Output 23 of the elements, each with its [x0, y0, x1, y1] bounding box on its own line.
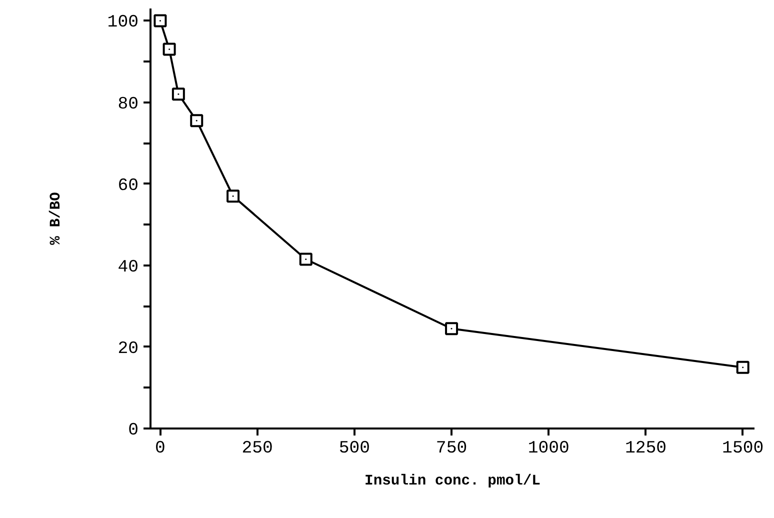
y-tick-label: 40 — [118, 258, 139, 278]
y-tick-label: 20 — [118, 340, 139, 359]
x-tick-label: 1500 — [722, 440, 764, 458]
y-tick-label: 60 — [118, 176, 139, 196]
y-axis-title: % B/BO — [48, 192, 64, 245]
y-tick-label: 80 — [118, 95, 139, 114]
y-tick-label: 0 — [128, 422, 139, 440]
point — [172, 88, 185, 101]
x-axis-title: Insulin conc. pmol/L — [364, 474, 541, 490]
x-tick-label: 1000 — [528, 440, 570, 458]
point — [226, 190, 240, 203]
point — [736, 360, 750, 374]
x-tick-label: 250 — [242, 440, 273, 458]
point — [154, 14, 167, 28]
y-tick-label: 100 — [107, 14, 139, 33]
x-tick-label: 750 — [436, 440, 468, 458]
x-tick-label: 500 — [338, 440, 370, 458]
x-tick-label: 1250 — [624, 440, 667, 458]
point — [190, 114, 204, 128]
point — [445, 322, 458, 336]
point — [162, 42, 176, 56]
point — [299, 252, 312, 266]
x-tick-label: 0 — [155, 440, 166, 458]
